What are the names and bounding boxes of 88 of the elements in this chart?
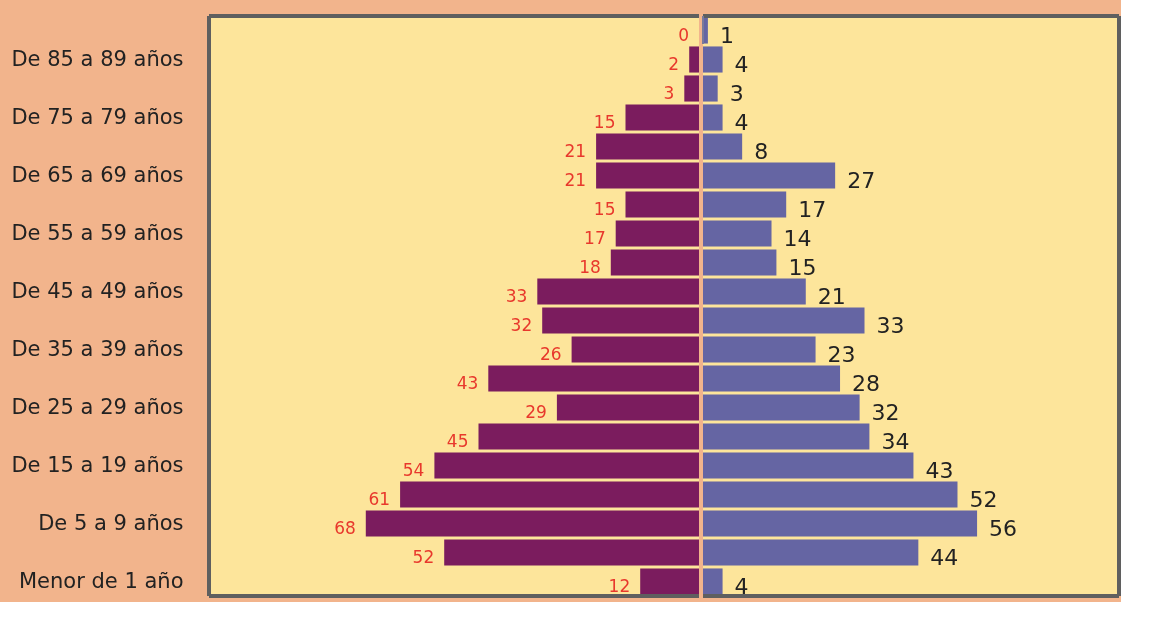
bar [703, 423, 870, 450]
data-label: 68 [334, 517, 356, 538]
data-label: 32 [510, 314, 533, 335]
bar [488, 365, 699, 392]
data-label: 2 [668, 53, 680, 74]
data-label: 33 [876, 312, 905, 338]
bar [703, 481, 958, 508]
bar [703, 249, 777, 276]
data-label: 15 [593, 198, 616, 219]
data-label: 0 [678, 24, 689, 45]
data-label: 18 [579, 256, 601, 277]
y-tick-label: De 5 a 9 años [38, 510, 184, 535]
bar [703, 568, 723, 595]
data-label: 23 [827, 341, 856, 367]
data-label: 61 [368, 488, 391, 509]
bar [444, 539, 699, 566]
bar [703, 539, 919, 566]
bar [625, 191, 699, 218]
data-label: 34 [881, 428, 910, 454]
data-label: 52 [412, 546, 435, 567]
data-label: 14 [783, 225, 812, 251]
bar [703, 336, 816, 363]
bar [640, 568, 699, 595]
data-label: 12 [608, 575, 631, 596]
data-label: 3 [663, 82, 675, 103]
bar [537, 278, 699, 305]
bar [596, 133, 699, 160]
data-label: 4 [734, 109, 749, 135]
bar [703, 220, 772, 247]
y-tick-label: Menor de 1 año [19, 568, 184, 593]
data-label: 17 [584, 227, 606, 248]
bar [703, 162, 836, 189]
bar [571, 336, 699, 363]
data-label: 21 [817, 283, 846, 309]
data-label: 15 [593, 111, 616, 132]
bar [478, 423, 699, 450]
data-label: 45 [446, 430, 469, 451]
bar [703, 510, 978, 537]
y-tick-label: De 85 a 89 años [11, 46, 184, 71]
data-label: 52 [969, 486, 998, 512]
data-label: 43 [925, 457, 954, 483]
data-label: 15 [788, 254, 817, 280]
bar [703, 307, 865, 334]
data-label: 29 [525, 401, 547, 422]
bar [625, 104, 699, 131]
data-label: 33 [505, 285, 528, 306]
bar [434, 452, 699, 479]
bar [684, 75, 699, 102]
data-label: 4 [734, 573, 749, 599]
data-label: 54 [402, 459, 425, 480]
data-label: 43 [456, 372, 479, 393]
bar [542, 307, 699, 334]
bar [400, 481, 699, 508]
y-tick-label: De 55 a 59 años [11, 220, 184, 245]
data-label: 27 [847, 167, 876, 193]
data-label: 1 [719, 22, 734, 48]
y-tick-label: De 75 a 79 años [11, 104, 184, 129]
bar [703, 46, 723, 73]
data-label: 21 [564, 169, 587, 190]
bar [689, 46, 699, 73]
bar [703, 104, 723, 131]
data-label: 3 [729, 80, 744, 106]
bar [615, 220, 699, 247]
bar [703, 365, 841, 392]
data-label: 17 [798, 196, 827, 222]
data-label: 44 [930, 544, 959, 570]
bar [703, 133, 743, 160]
data-label: 21 [564, 140, 587, 161]
bar [703, 191, 787, 218]
y-tick-label: De 35 a 39 años [11, 336, 184, 361]
bar [365, 510, 699, 537]
bar [610, 249, 699, 276]
data-label: 56 [989, 515, 1018, 541]
bar [703, 75, 718, 102]
data-label: 26 [539, 343, 562, 364]
bar [703, 278, 806, 305]
y-tick-label: De 65 a 69 años [11, 162, 184, 187]
y-tick-label: De 25 a 29 años [11, 394, 184, 419]
data-label: 8 [754, 138, 769, 164]
data-label: 28 [852, 370, 881, 396]
y-tick-label: De 45 a 49 años [11, 278, 184, 303]
data-label: 32 [871, 399, 900, 425]
bar [556, 394, 699, 421]
data-label: 4 [734, 51, 749, 77]
y-tick-label: De 15 a 19 años [11, 452, 184, 477]
bar [596, 162, 699, 189]
bar [703, 394, 860, 421]
bar [703, 452, 914, 479]
